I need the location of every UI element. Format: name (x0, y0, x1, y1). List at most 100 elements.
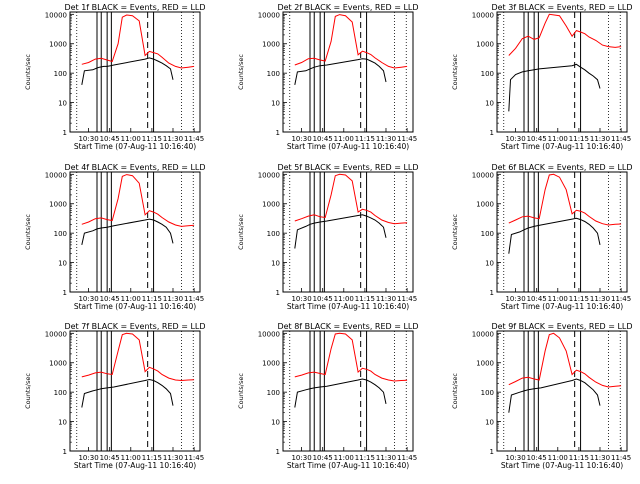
plot-frame (496, 330, 628, 452)
x-tick-label: 10:30 (505, 295, 525, 303)
x-tick-label: 11:15 (355, 454, 375, 462)
chart-panel-5: Det 5f BLACK = Events, RED = LLD Counts/s… (237, 163, 419, 311)
x-axis-label: Start Time (07-Aug-11 10:16:40) (501, 142, 623, 151)
x-tick-label: 11:15 (355, 135, 375, 143)
y-tick-label: 1000 (476, 360, 494, 368)
plot-frame (496, 11, 628, 133)
x-tick-label: 11:30 (376, 454, 396, 462)
x-tick-label: 10:45 (527, 454, 547, 462)
x-tick-label: 11:45 (184, 135, 204, 143)
chart-title: Det 7f BLACK = Events, RED = LLD (64, 322, 205, 331)
x-tick-label: 11:45 (611, 135, 631, 143)
x-tick-label: 11:00 (334, 295, 354, 303)
x-axis-label: Start Time (07-Aug-11 10:16:40) (287, 142, 409, 151)
events-series-line (294, 58, 387, 85)
y-tick-label: 100 (481, 389, 494, 397)
x-tick-label: 10:45 (100, 454, 120, 462)
lld-series-line (508, 173, 622, 226)
y-tick-label: 10 (271, 419, 280, 427)
x-tick-label: 11:30 (590, 135, 610, 143)
y-tick-label: 1 (63, 448, 67, 456)
plot-frame (282, 171, 414, 293)
x-tick-label: 11:00 (121, 135, 141, 143)
y-tick-label: 10 (58, 419, 67, 427)
chart-title: Det 2f BLACK = Events, RED = LLD (277, 3, 418, 12)
y-tick-label: 1 (276, 129, 280, 137)
x-tick-label: 11:30 (376, 135, 396, 143)
y-tick-label: 1000 (262, 201, 280, 209)
y-tick-label: 1000 (49, 41, 67, 49)
y-tick-label: 1000 (476, 201, 494, 209)
x-tick-label: 11:15 (355, 295, 375, 303)
y-tick-label: 10000 (472, 11, 494, 19)
x-tick-label: 11:45 (397, 454, 417, 462)
x-tick-label: 11:30 (163, 135, 183, 143)
lld-series-line (81, 332, 195, 382)
x-axis-label: Start Time (07-Aug-11 10:16:40) (74, 461, 196, 470)
x-tick-label: 10:45 (100, 135, 120, 143)
x-tick-label: 11:45 (611, 295, 631, 303)
x-tick-label: 11:15 (569, 135, 589, 143)
y-tick-label: 10000 (472, 171, 494, 179)
chart-title: Det 1f BLACK = Events, RED = LLD (64, 3, 205, 12)
x-tick-label: 11:00 (121, 454, 141, 462)
x-tick-label: 11:30 (590, 295, 610, 303)
y-axis-label: Counts/sec (24, 214, 32, 250)
x-axis-label: Start Time (07-Aug-11 10:16:40) (501, 302, 623, 311)
x-tick-label: 11:45 (184, 295, 204, 303)
x-tick-label: 10:30 (505, 454, 525, 462)
y-tick-label: 1 (490, 448, 494, 456)
x-tick-label: 11:45 (611, 454, 631, 462)
y-tick-label: 10 (485, 419, 494, 427)
x-axis-label: Start Time (07-Aug-11 10:16:40) (287, 302, 409, 311)
y-tick-label: 10 (485, 260, 494, 268)
y-tick-label: 100 (267, 230, 280, 238)
x-tick-label: 11:15 (142, 135, 162, 143)
y-tick-label: 1 (490, 289, 494, 297)
events-series-line (294, 378, 387, 408)
y-tick-label: 10000 (472, 330, 494, 338)
y-tick-label: 100 (267, 70, 280, 78)
lld-series-line (508, 13, 622, 56)
x-axis-label: Start Time (07-Aug-11 10:16:40) (74, 142, 196, 151)
x-tick-label: 10:45 (527, 295, 547, 303)
x-tick-label: 11:00 (548, 295, 568, 303)
y-axis-label: Counts/sec (237, 214, 245, 250)
x-tick-label: 11:30 (376, 295, 396, 303)
x-tick-label: 11:00 (548, 454, 568, 462)
x-tick-label: 10:30 (291, 295, 311, 303)
x-tick-label: 10:30 (78, 454, 98, 462)
y-tick-label: 1 (490, 129, 494, 137)
lld-series-line (294, 332, 408, 382)
events-series-line (294, 214, 387, 249)
x-tick-label: 11:00 (334, 135, 354, 143)
y-tick-label: 1000 (49, 360, 67, 368)
y-axis-label: Counts/sec (237, 373, 245, 409)
x-axis-label: Start Time (07-Aug-11 10:16:40) (501, 461, 623, 470)
y-tick-label: 100 (54, 230, 67, 238)
chart-title: Det 3f BLACK = Events, RED = LLD (491, 3, 632, 12)
x-tick-label: 10:30 (291, 135, 311, 143)
y-tick-label: 1000 (262, 360, 280, 368)
plot-frame (69, 171, 201, 293)
y-tick-label: 10 (58, 100, 67, 108)
y-tick-label: 10000 (45, 11, 67, 19)
y-tick-label: 10000 (258, 11, 280, 19)
y-tick-label: 10000 (45, 171, 67, 179)
y-axis-label: Counts/sec (24, 54, 32, 90)
x-axis-label: Start Time (07-Aug-11 10:16:40) (74, 302, 196, 311)
y-tick-label: 1000 (476, 41, 494, 49)
x-tick-label: 11:45 (397, 135, 417, 143)
y-tick-label: 1 (63, 289, 67, 297)
plot-frame (69, 330, 201, 452)
x-tick-label: 11:15 (142, 454, 162, 462)
events-series-line (81, 378, 174, 408)
y-tick-label: 10000 (258, 171, 280, 179)
chart-title: Det 5f BLACK = Events, RED = LLD (277, 163, 418, 172)
x-tick-label: 11:00 (548, 135, 568, 143)
chart-panel-6: Det 6f BLACK = Events, RED = LLD Counts/s… (451, 163, 633, 311)
y-tick-label: 10000 (45, 330, 67, 338)
x-tick-label: 11:00 (121, 295, 141, 303)
chart-panel-8: Det 8f BLACK = Events, RED = LLD Counts/s… (237, 322, 419, 470)
